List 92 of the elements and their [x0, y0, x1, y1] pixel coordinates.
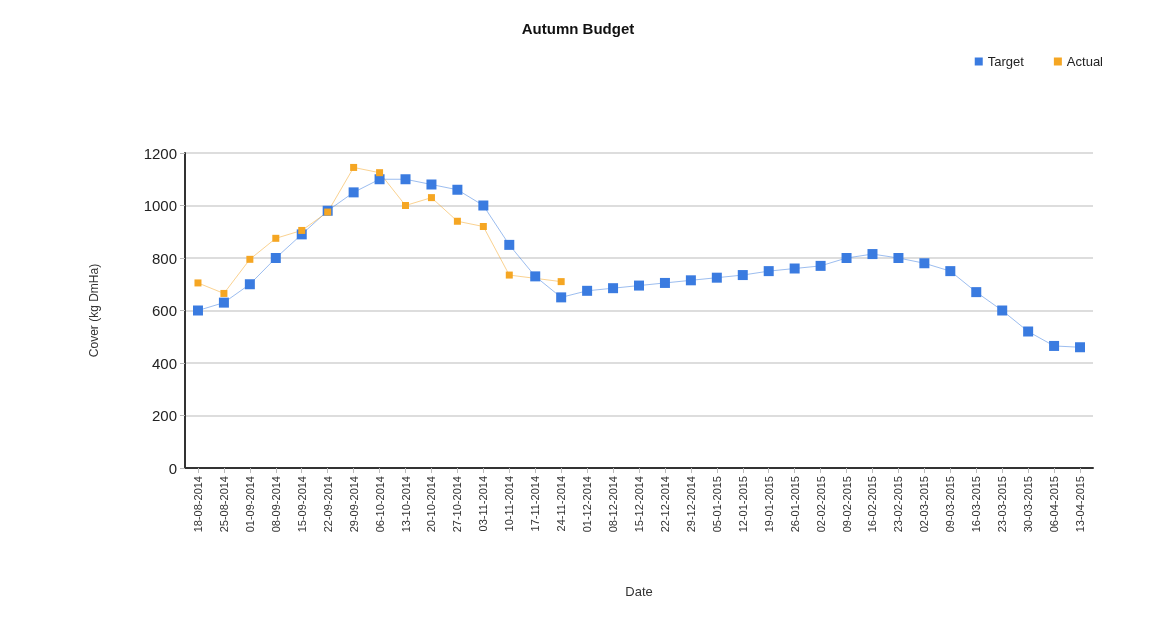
- point: [270, 253, 281, 263]
- point: [192, 305, 203, 316]
- x-tick-label: 10-11-2014: [503, 476, 516, 532]
- point: [557, 278, 565, 286]
- point: [426, 179, 437, 190]
- point: [971, 287, 982, 298]
- point: [815, 260, 826, 271]
- chart-title: Autumn Budget: [521, 20, 635, 37]
- point: [608, 283, 619, 294]
- point: [1023, 326, 1034, 337]
- x-tick-label: 15-09-2014: [295, 476, 308, 533]
- x-tick-label: 01-12-2014: [581, 476, 594, 533]
- y-tick-label: 0: [168, 459, 177, 477]
- x-tick-label: 16-02-2015: [866, 476, 879, 533]
- point: [350, 163, 358, 171]
- x-tick-label: 26-01-2015: [788, 476, 801, 533]
- x-tick-label: 22-12-2014: [658, 476, 671, 533]
- point: [530, 271, 541, 282]
- point: [220, 289, 228, 297]
- point: [582, 285, 593, 296]
- point: [867, 249, 878, 260]
- point: [452, 184, 463, 195]
- x-tick-label: 03-11-2014: [477, 476, 490, 532]
- x-tick-label: 05-01-2015: [710, 476, 723, 533]
- point: [737, 270, 748, 281]
- point: [685, 275, 696, 286]
- x-tick-label: 06-10-2014: [373, 476, 386, 533]
- point: [659, 277, 670, 288]
- x-tick-label: 23-03-2015: [996, 476, 1009, 533]
- point: [218, 297, 229, 308]
- x-tick-label: 09-03-2015: [944, 476, 957, 533]
- x-tick-label: 09-02-2015: [840, 476, 853, 533]
- x-tick-label: 29-09-2014: [347, 476, 360, 533]
- y-tick-label: 200: [151, 407, 177, 424]
- x-tick-label: 13-10-2014: [399, 476, 412, 533]
- point: [789, 263, 800, 274]
- point: [1049, 340, 1060, 351]
- x-tick-label: 23-02-2015: [892, 476, 905, 533]
- y-tick-label: 600: [151, 302, 177, 319]
- x-tick-label: 27-10-2014: [451, 476, 464, 533]
- point: [634, 280, 644, 291]
- point: [504, 239, 515, 250]
- x-tick-label: 17-11-2014: [529, 476, 542, 532]
- x-tick-label: 24-11-2014: [555, 476, 568, 532]
- point: [246, 255, 254, 263]
- x-tick-label: 02-02-2015: [814, 476, 827, 533]
- x-tick-label: 08-12-2014: [607, 476, 620, 533]
- point: [402, 202, 410, 209]
- point: [556, 292, 567, 303]
- point: [893, 253, 904, 263]
- x-tick-label: 18-08-2014: [191, 476, 204, 533]
- point: [919, 258, 930, 269]
- x-tick-label: 25-08-2014: [217, 476, 230, 533]
- y-tick-label: 1000: [143, 197, 177, 214]
- point: [945, 266, 956, 277]
- y-axis-title: Cover (kg DmHa): [87, 263, 101, 358]
- x-tick-label: 19-01-2015: [762, 476, 775, 533]
- x-tick-label: 02-03-2015: [918, 476, 931, 533]
- x-tick-label: 22-09-2014: [321, 476, 334, 533]
- point: [427, 194, 435, 202]
- point: [194, 279, 202, 287]
- point: [453, 217, 461, 225]
- x-tick-label: 08-09-2014: [269, 476, 282, 533]
- legend-label: Target: [987, 54, 1025, 69]
- point: [244, 279, 255, 290]
- point: [997, 305, 1008, 316]
- point: [1075, 342, 1086, 353]
- point: [478, 200, 489, 211]
- x-tick-label: 30-03-2015: [1022, 476, 1035, 533]
- x-tick-label: 13-04-2015: [1074, 476, 1087, 533]
- x-tick-label: 01-09-2014: [243, 476, 256, 533]
- point: [763, 266, 774, 277]
- x-tick-label: 16-03-2015: [970, 476, 983, 533]
- point: [711, 272, 722, 283]
- point: [505, 271, 513, 279]
- point: [841, 253, 852, 263]
- y-tick-label: 1200: [143, 144, 177, 162]
- point: [272, 234, 280, 242]
- x-tick-label: 06-04-2015: [1048, 476, 1061, 533]
- point: [376, 169, 384, 177]
- point: [400, 174, 411, 185]
- point: [479, 223, 487, 230]
- y-tick-label: 800: [151, 249, 177, 267]
- x-tick-label: 20-10-2014: [425, 476, 438, 533]
- y-tick-label: 400: [151, 354, 177, 372]
- x-tick-label: 15-12-2014: [633, 476, 645, 533]
- point: [298, 226, 306, 234]
- legend-label: Actual: [1066, 54, 1104, 69]
- point: [348, 187, 359, 198]
- x-tick-label: 12-01-2015: [736, 476, 749, 533]
- x-tick-label: 29-12-2014: [684, 476, 697, 533]
- x-axis-title: Date: [625, 584, 653, 599]
